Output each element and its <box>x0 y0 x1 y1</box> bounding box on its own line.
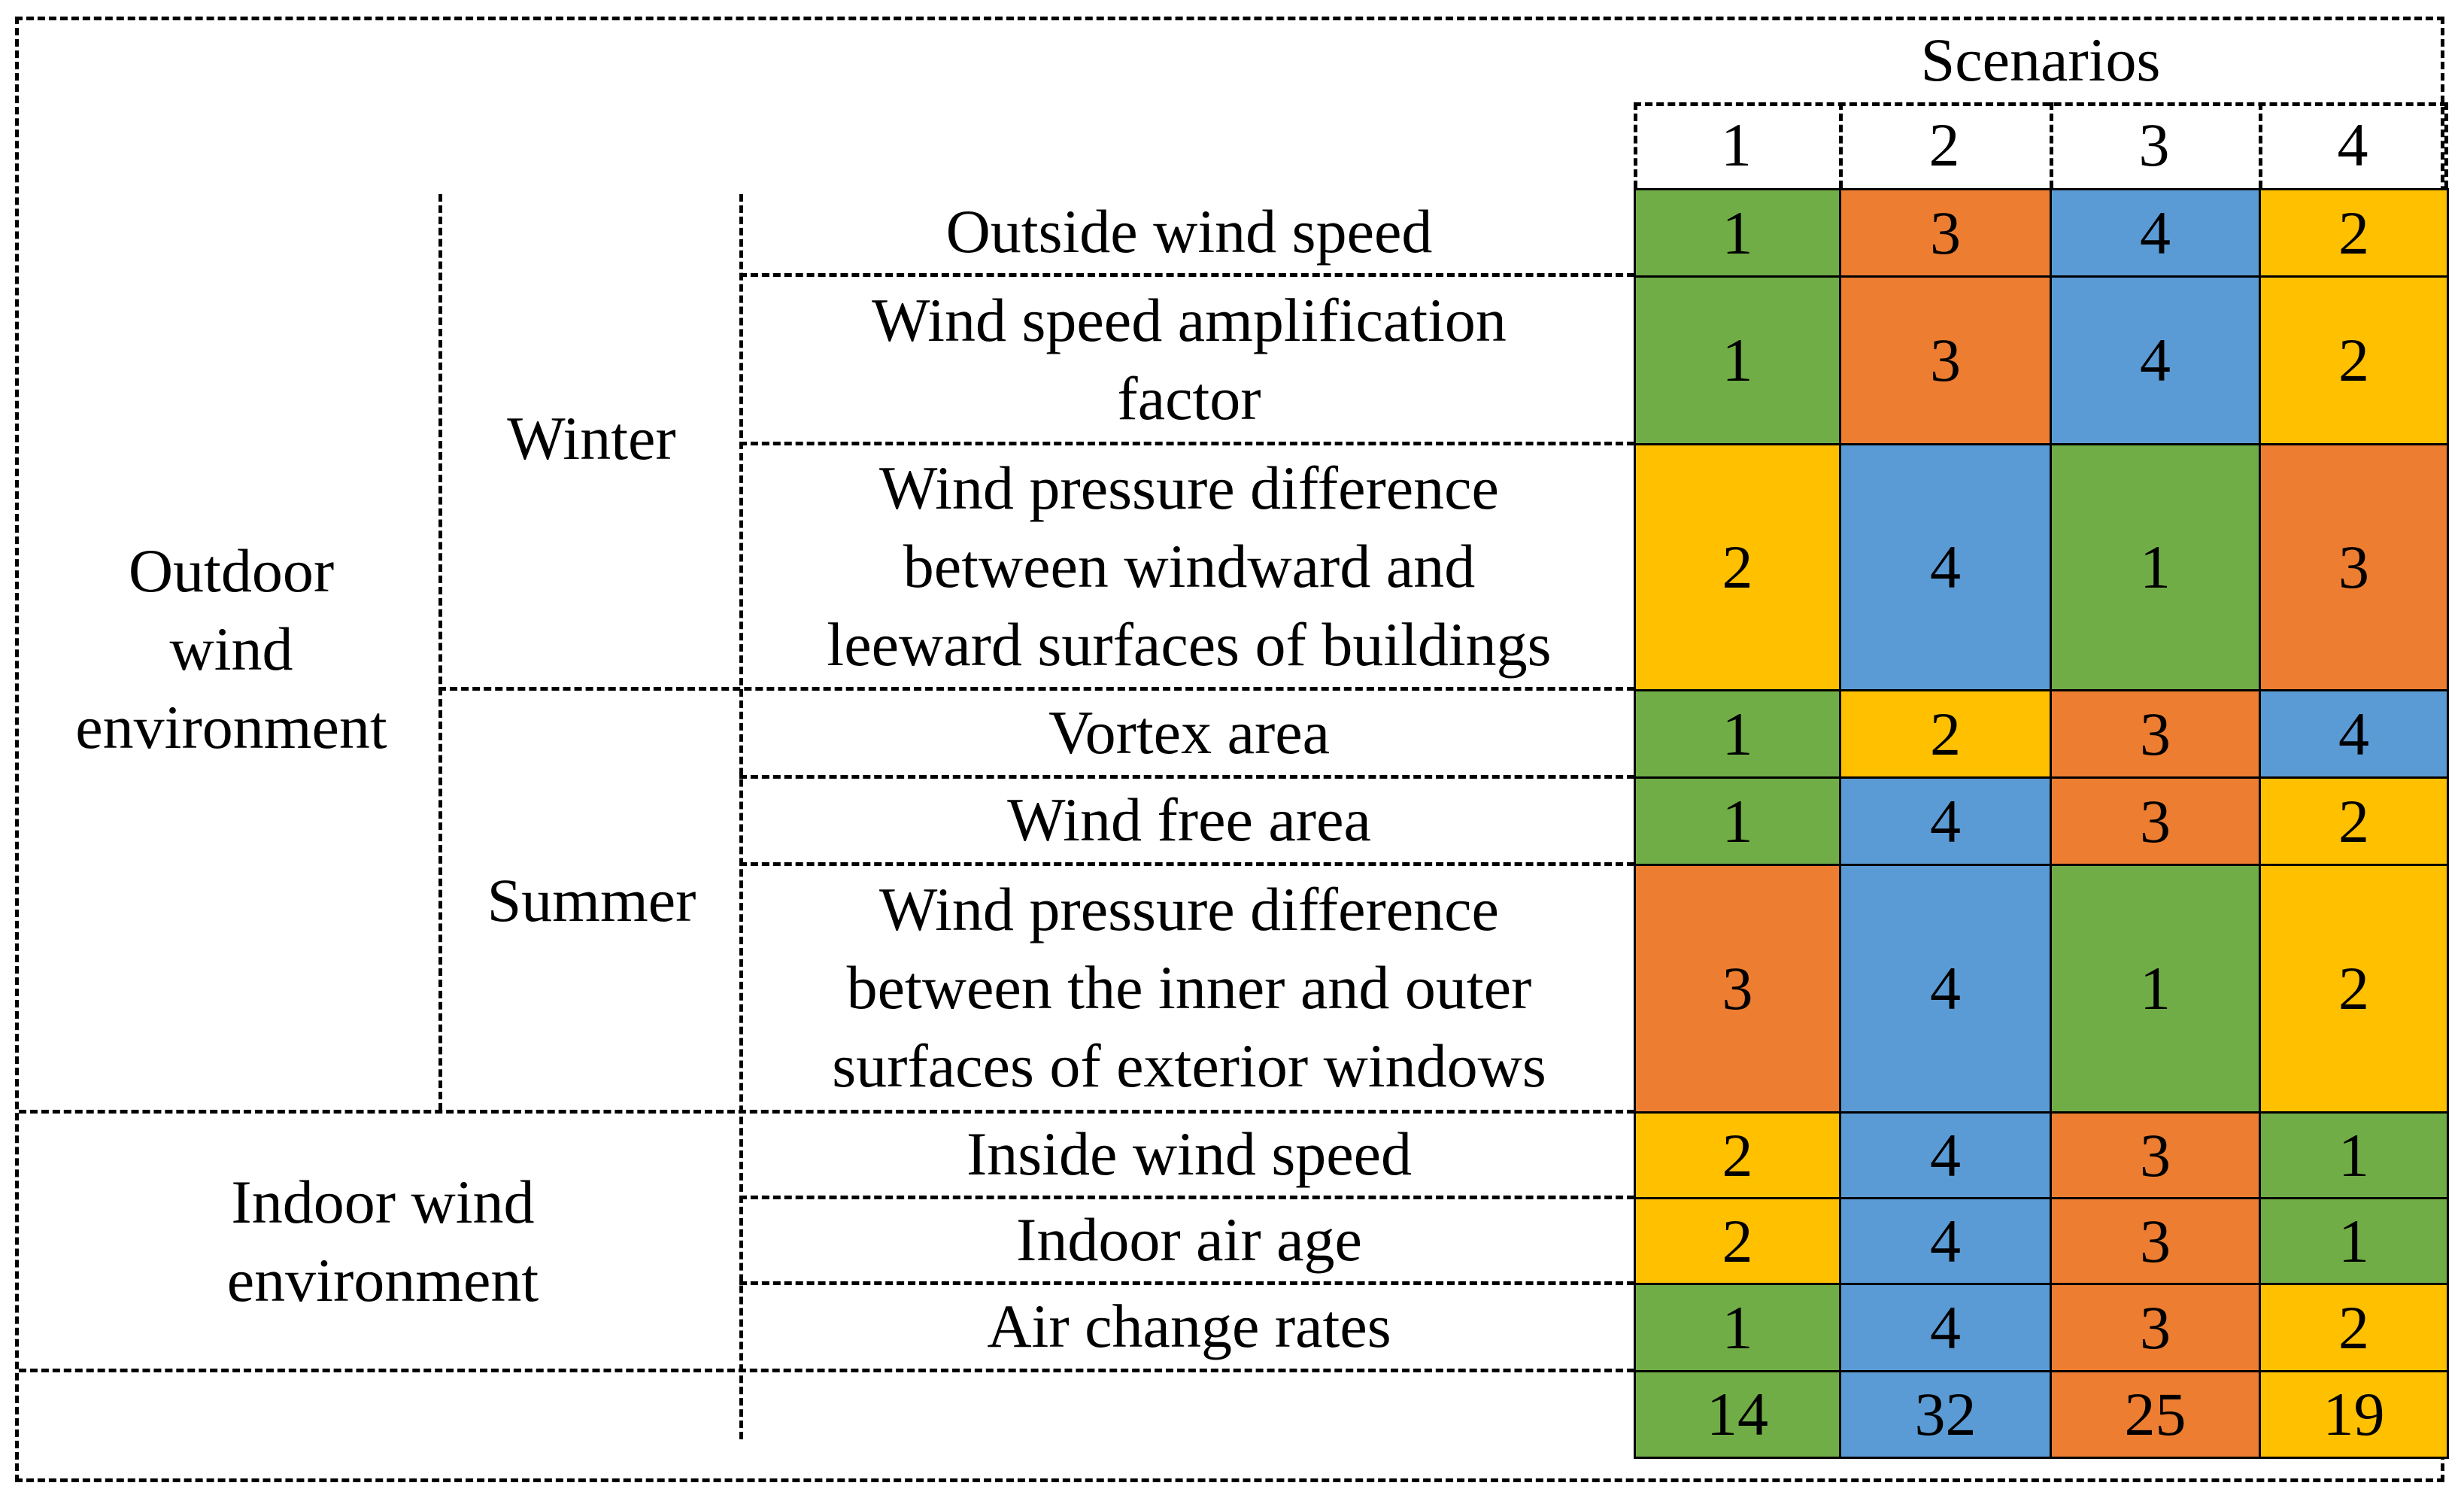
grid-line <box>1839 102 1843 188</box>
indicator-label: Wind pressure difference between windwar… <box>827 453 1552 679</box>
rank-cell: 4 <box>1839 1197 2052 1285</box>
total-cell: 25 <box>2050 1370 2261 1459</box>
group-label-outdoor: Outdoor wind environment <box>75 536 387 761</box>
grid-line <box>739 775 1634 779</box>
scenario-3-header: 3 <box>2138 111 2170 179</box>
rank-cell: 4 <box>2259 689 2449 779</box>
scenario-2-header: 2 <box>1928 111 1960 179</box>
total-cell: 32 <box>1839 1370 2052 1459</box>
rank-cell: 1 <box>1634 689 1841 779</box>
rank-cell: 3 <box>2259 443 2449 691</box>
rank-cell: 2 <box>1839 689 2052 779</box>
rank-cell: 2 <box>1634 1111 1841 1199</box>
grid-line <box>739 862 1634 866</box>
grid-line <box>438 687 1634 691</box>
grid-line <box>2259 102 2262 188</box>
grid-line <box>739 1196 1634 1199</box>
rank-cell: 1 <box>2050 864 2261 1114</box>
grid-line <box>2444 102 2448 188</box>
rank-cell: 4 <box>2050 275 2261 445</box>
rank-cell: 2 <box>2259 188 2449 278</box>
indicator-label: Wind speed amplification factor <box>872 285 1507 433</box>
grid-line <box>2050 102 2053 188</box>
rank-cell: 2 <box>2259 1283 2449 1372</box>
rank-cell: 4 <box>1839 1283 2052 1372</box>
grid-line <box>19 1110 1634 1114</box>
grid-line <box>438 194 442 1111</box>
grid-line <box>739 273 1634 277</box>
indicator-label: Inside wind speed <box>966 1120 1413 1188</box>
rank-cell: 4 <box>1839 1111 2052 1199</box>
indicator-label: Vortex area <box>1048 698 1331 767</box>
rank-cell: 2 <box>1634 443 1841 691</box>
rank-cell: 3 <box>2050 776 2261 866</box>
rank-cell: 3 <box>2050 1197 2261 1285</box>
season-label-summer: Summer <box>487 865 696 934</box>
rank-cell: 1 <box>2259 1111 2449 1199</box>
rank-cell: 1 <box>1634 776 1841 866</box>
rank-cell: 2 <box>2259 864 2449 1114</box>
rank-cell: 2 <box>2259 776 2449 866</box>
rank-cell: 3 <box>2050 1111 2261 1199</box>
grid-line <box>19 1369 1634 1372</box>
rank-cell: 4 <box>1839 776 2052 866</box>
rank-cell: 4 <box>1839 864 2052 1114</box>
scenario-1-header: 1 <box>1721 111 1752 179</box>
rank-cell: 3 <box>2050 1283 2261 1372</box>
scenarios-header: Scenarios <box>1920 26 2161 94</box>
rank-cell: 1 <box>2050 443 2261 691</box>
rank-cell: 4 <box>1839 443 2052 691</box>
rank-cell: 4 <box>2050 188 2261 278</box>
rank-cell: 2 <box>2259 275 2449 445</box>
scenario-4-header: 4 <box>2337 111 2368 179</box>
group-label-indoor: Indoor wind environment <box>226 1167 539 1314</box>
rank-cell: 1 <box>1634 1283 1841 1372</box>
rank-cell: 1 <box>1634 188 1841 278</box>
total-cell: 19 <box>2259 1370 2449 1459</box>
indicator-label: Wind pressure difference between the inn… <box>832 874 1546 1100</box>
grid-line <box>1634 102 2447 106</box>
indicator-label: Wind free area <box>1007 785 1371 854</box>
grid-line <box>739 1281 1634 1285</box>
rank-cell: 3 <box>1634 864 1841 1114</box>
total-cell: 14 <box>1634 1370 1841 1459</box>
rank-cell: 1 <box>2259 1197 2449 1285</box>
rank-cell: 2 <box>1634 1197 1841 1285</box>
indicator-label: Air change rates <box>987 1292 1391 1360</box>
season-label-winter: Winter <box>507 403 676 472</box>
indicator-label: Outside wind speed <box>945 197 1433 266</box>
grid-line <box>1634 102 1637 188</box>
rank-cell: 1 <box>1634 275 1841 445</box>
rank-cell: 3 <box>1839 188 2052 278</box>
rank-cell: 3 <box>2050 689 2261 779</box>
grid-line <box>739 442 1634 445</box>
grid-line <box>739 194 743 1439</box>
indicator-label: Indoor air age <box>1016 1205 1362 1274</box>
rank-cell: 3 <box>1839 275 2052 445</box>
